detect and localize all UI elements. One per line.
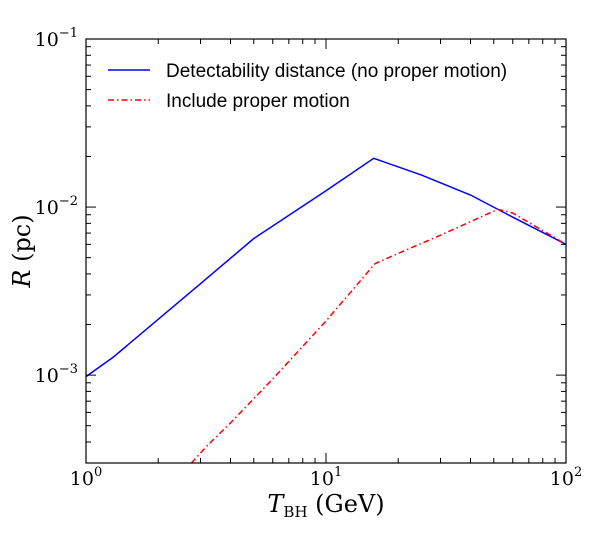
plot-area — [86, 39, 566, 463]
series-layer — [86, 157, 566, 463]
legend-label-1: Detectability distance (no proper motion… — [166, 61, 507, 82]
legend-label-2: Include proper motion — [166, 91, 350, 112]
y-tick-label: 10−2 — [35, 194, 78, 219]
x-tick-label: 101 — [310, 465, 342, 490]
series-line-1 — [86, 157, 566, 378]
y-tick-label: 10−1 — [35, 26, 78, 51]
y-tick-label: 10−3 — [35, 362, 78, 387]
x-axis-label: TBH (GeV) — [267, 490, 384, 521]
tick-layer: 100 101 102 10−3 10−2 10−1 — [35, 26, 583, 490]
x-tick-label: 100 — [70, 465, 102, 490]
series-line-2 — [190, 208, 566, 463]
legend: Detectability distance (no proper motion… — [108, 61, 507, 112]
y-axis-label: R (pc) — [8, 214, 36, 288]
x-tick-label: 102 — [550, 465, 582, 490]
